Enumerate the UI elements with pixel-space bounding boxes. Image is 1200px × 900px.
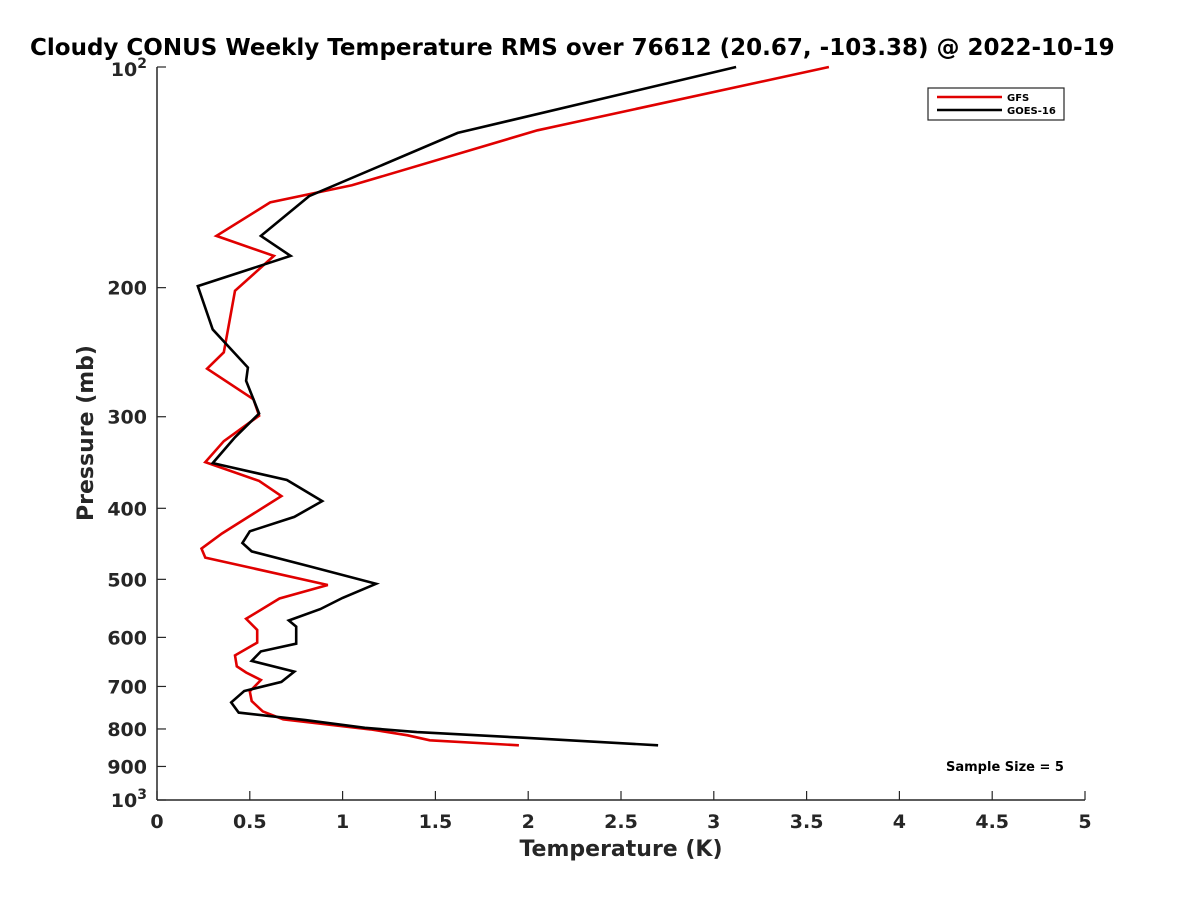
x-tick-label: 2.5 [604,811,638,833]
y-axis-label: Pressure (mb) [74,345,99,521]
y-tick-label: 200 [107,278,147,300]
legend: GFS GOES-16 [927,87,1065,121]
y-tick-label-power: 103 [111,787,147,812]
x-tick-label: 3.5 [790,811,824,833]
legend-label-gfs: GFS [1007,93,1029,104]
y-tick-label: 900 [107,756,147,778]
legend-label-goes-16: GOES-16 [1007,106,1056,117]
y-tick-label: 700 [107,676,147,698]
y-tick-label: 500 [107,569,147,591]
x-tick-label: 3 [707,811,720,833]
x-tick-label: 4.5 [975,811,1009,833]
legend-box [927,87,1065,121]
series-layer [196,65,830,747]
x-axis-ticks: 0 0.5 1 1.5 2 2.5 3 3.5 4 4.5 5 [150,791,1092,833]
y-tick-label: 600 [107,627,147,649]
y-axis-ticks: 200 300 400 500 600 700 800 900 102 103 [107,56,166,812]
x-tick-label: 5 [1078,811,1091,833]
x-tick-label: 1 [336,811,349,833]
x-tick-label: 4 [893,811,906,833]
y-tick-label: 300 [107,407,147,429]
y-tick-label: 400 [107,498,147,520]
x-axis-label: Temperature (K) [519,837,722,862]
series-line-goes-16 [196,65,737,747]
x-tick-label: 0 [150,811,163,833]
plot-frame [156,67,1085,801]
sample-size-annotation: Sample Size = 5 [946,760,1064,775]
series-line-gfs [199,65,830,747]
y-tick-label-power: 102 [111,56,147,81]
x-tick-label: 2 [522,811,535,833]
x-tick-label: 1.5 [419,811,453,833]
y-tick-label: 800 [107,719,147,741]
chart-title: Cloudy CONUS Weekly Temperature RMS over… [30,35,1115,61]
x-tick-label: 0.5 [233,811,267,833]
